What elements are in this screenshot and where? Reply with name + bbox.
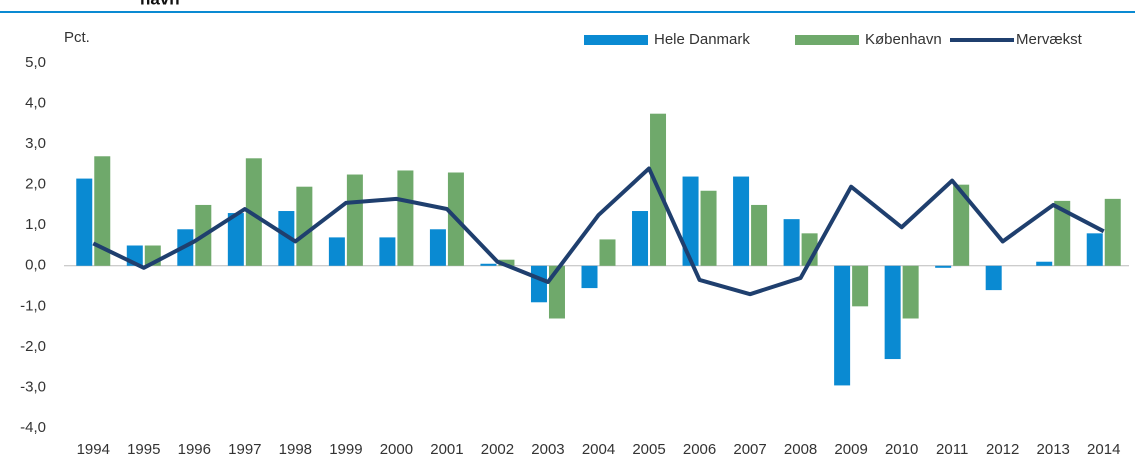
bar — [1036, 261, 1053, 266]
bar — [429, 229, 446, 266]
bar — [328, 237, 345, 266]
y-tick-label: 2,0 — [25, 176, 46, 193]
y-tick-label: -1,0 — [20, 297, 46, 314]
bar — [548, 265, 565, 319]
y-axis-label: Pct. — [64, 29, 90, 46]
line — [92, 166, 1105, 297]
x-tick-label: 2007 — [733, 441, 766, 458]
y-tick-label: 1,0 — [25, 216, 46, 233]
x-tick-label: 2013 — [1037, 441, 1070, 458]
bar — [530, 265, 547, 303]
bar — [346, 174, 363, 266]
x-tick-label: 1996 — [178, 441, 211, 458]
bar — [884, 265, 901, 360]
x-tick-label: 2012 — [986, 441, 1019, 458]
bar — [751, 204, 768, 266]
bar — [902, 265, 919, 319]
bar — [76, 178, 93, 266]
bar — [480, 263, 497, 266]
legend-label: Mervækst — [1016, 31, 1083, 48]
x-tick-label: 1997 — [228, 441, 261, 458]
bar — [581, 265, 598, 289]
bar — [397, 170, 414, 266]
x-tick-label: 2009 — [834, 441, 867, 458]
bar — [834, 265, 851, 386]
x-tick-label: 2011 — [936, 441, 968, 458]
bar — [953, 184, 970, 266]
legend-swatch — [584, 35, 648, 45]
bar — [227, 213, 244, 266]
bar — [1104, 198, 1121, 266]
x-tick-label: 2003 — [531, 441, 564, 458]
y-tick-label: -3,0 — [20, 378, 46, 395]
bar — [245, 158, 262, 266]
x-tick-label: 2004 — [582, 441, 615, 458]
y-tick-label: 3,0 — [25, 135, 46, 152]
bar — [498, 259, 515, 266]
y-tick-label: 4,0 — [25, 95, 46, 112]
bar — [733, 176, 750, 266]
bar — [935, 265, 952, 268]
x-tick-label: 2000 — [380, 441, 413, 458]
bar — [94, 156, 111, 266]
bar — [783, 219, 800, 266]
bar — [278, 211, 295, 266]
y-tick-label: -4,0 — [20, 419, 46, 436]
bar — [599, 239, 616, 266]
bar — [379, 237, 396, 266]
legend-label: Hele Danmark — [654, 31, 750, 48]
bar — [852, 265, 869, 307]
page-title: havn — [140, 0, 180, 8]
x-tick-label: 2008 — [784, 441, 817, 458]
x-tick-label: 2010 — [885, 441, 918, 458]
x-tick-label: 2005 — [632, 441, 665, 458]
x-tick-label: 1998 — [279, 441, 312, 458]
y-tick-label: -2,0 — [20, 338, 46, 355]
x-tick-label: 1994 — [77, 441, 110, 458]
bar — [985, 265, 1002, 291]
x-tick-label: 2006 — [683, 441, 716, 458]
x-tick-label: 2014 — [1087, 441, 1120, 458]
legend-swatch — [795, 35, 859, 45]
bar — [700, 190, 717, 266]
x-tick-label: 1999 — [329, 441, 362, 458]
bar — [1054, 200, 1071, 266]
y-tick-label: 5,0 — [25, 54, 46, 71]
y-tick-label: 0,0 — [25, 257, 46, 274]
bar — [296, 186, 313, 266]
bar — [1086, 233, 1103, 266]
bar — [682, 176, 699, 266]
x-tick-label: 1995 — [127, 441, 160, 458]
x-tick-label: 2001 — [430, 441, 463, 458]
x-tick-label: 2002 — [481, 441, 514, 458]
legend-label: København — [865, 31, 942, 48]
bar — [632, 211, 649, 266]
